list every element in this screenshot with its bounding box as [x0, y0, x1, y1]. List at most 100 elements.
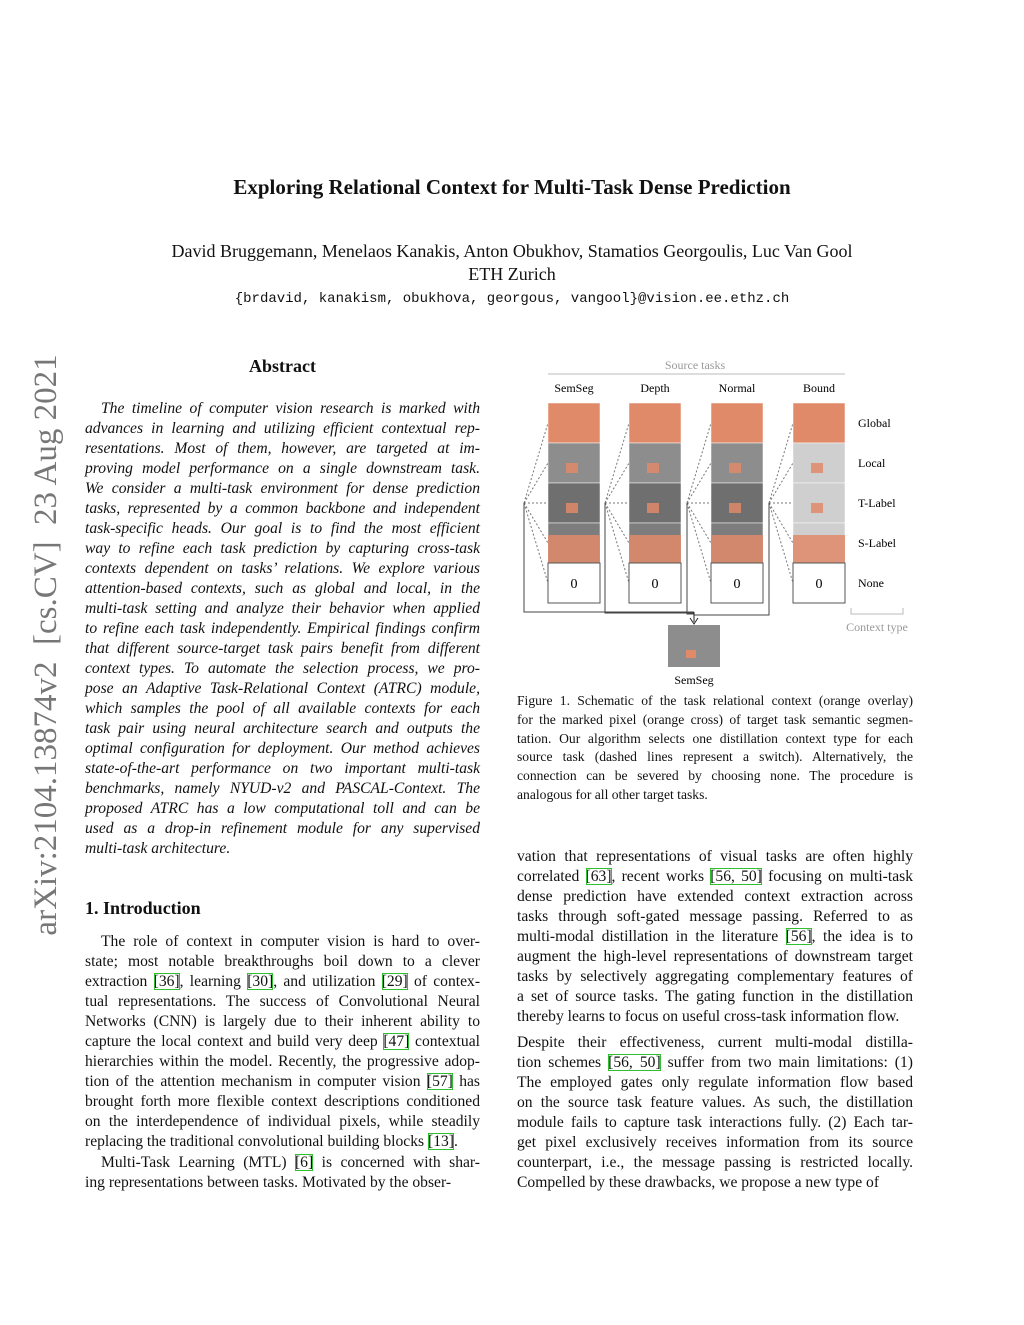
text-line: source task (dashed lines represent a sw…: [517, 749, 913, 765]
overlay: [647, 503, 659, 513]
text-line: ing representations between tasks. Motiv…: [85, 1174, 452, 1191]
connector: [694, 503, 770, 616]
overlay: [686, 650, 696, 658]
arxiv-note: arXiv:2104.13874v2 [cs.CV] 23 Aug 2021: [28, 354, 64, 935]
overlay: [729, 463, 741, 473]
switch: [604, 502, 630, 584]
text-line: tasks through soft-gated message passing…: [517, 908, 913, 925]
thumbnail: [710, 402, 764, 444]
switch: [686, 502, 712, 544]
text-line: way to refine each task prediction by ca…: [85, 540, 480, 557]
connector: [686, 503, 694, 615]
text-line: tation. Our algorithm selects one distil…: [517, 730, 913, 746]
text-line: Compelled by these drawbacks, we propose…: [517, 1174, 880, 1191]
none-value: 0: [734, 577, 741, 592]
switch: [686, 462, 712, 504]
text-line: task pair using neural architecture sear…: [85, 720, 480, 737]
citation[interactable]: [56]: [785, 928, 812, 945]
text-line: a set of source tasks. The gating functi…: [517, 988, 913, 1005]
text-line: extraction [36], learning [30], and util…: [85, 973, 481, 990]
switch: [523, 502, 549, 584]
column-label: Bound: [803, 381, 835, 395]
none-value: 0: [571, 577, 578, 592]
citation[interactable]: [29]: [381, 973, 408, 990]
target-thumbnail: [668, 625, 720, 667]
paper-title: Exploring Relational Context for Multi-T…: [233, 175, 791, 199]
row-label: Global: [858, 416, 891, 430]
switch: [686, 502, 712, 584]
switch: [768, 502, 794, 584]
row-label: Local: [858, 456, 886, 470]
text-line: tion of the attention mechanism in compu…: [85, 1073, 481, 1090]
text-line: augment the high-level representations o…: [517, 948, 913, 965]
text-line: resentations. Most of them, however, are…: [85, 440, 480, 457]
text-line: contexts dependent on tasks’ relations. …: [85, 560, 480, 577]
text-line: The timeline of computer vision research…: [101, 400, 480, 417]
citation[interactable]: [56, 50]: [608, 1054, 661, 1071]
citation[interactable]: [56, 50]: [710, 868, 762, 885]
text-line: replacing the traditional convolutional …: [85, 1133, 458, 1150]
switch: [604, 502, 630, 544]
text-line: correlated [63], recent works [56, 50] f…: [517, 868, 913, 885]
text-line: state-of-the-art performance on two impo…: [85, 760, 480, 777]
overlay: [548, 535, 600, 563]
switch: [768, 502, 794, 544]
switch: [523, 462, 549, 504]
switch: [686, 422, 712, 504]
text-line: on the source task feature values. As su…: [517, 1094, 913, 1111]
text-line: task-specific heads. Our goal is to find…: [85, 520, 480, 537]
figure-label: Source tasks: [665, 358, 726, 372]
target-label: SemSeg: [674, 673, 713, 687]
text-line: to refine each task independently. Empir…: [85, 620, 480, 637]
overlay: [729, 503, 741, 513]
overlay: [566, 463, 578, 473]
row-label: None: [858, 576, 884, 590]
citation[interactable]: [30]: [247, 973, 274, 990]
switch: [604, 422, 630, 504]
text-line: thereby learns to focus on useful cross-…: [517, 1008, 900, 1025]
text-line: proving model performance on a single do…: [85, 460, 480, 477]
switch: [523, 502, 549, 544]
citation[interactable]: [36]: [153, 973, 180, 990]
text-line: The employed gates only regulate informa…: [517, 1074, 913, 1091]
text-line: dense prediction have extended context e…: [517, 888, 913, 905]
text-line: We consider a multi-task environment for…: [85, 480, 480, 497]
text-line: module fails to capture task interaction…: [517, 1114, 913, 1131]
text-line: connection can be severed by choosing no…: [517, 768, 913, 784]
text-line: for the marked pixel (orange cross) of t…: [517, 711, 913, 727]
thumbnail: [547, 562, 601, 604]
row-label: S-Label: [858, 536, 897, 550]
citation[interactable]: [63]: [585, 868, 612, 885]
text-line: tasks by selectively aggregating complem…: [517, 968, 913, 985]
figure-label: Context type: [846, 620, 908, 634]
citation[interactable]: [47]: [383, 1033, 410, 1050]
text-line: capture the local context and build very…: [85, 1033, 480, 1050]
text-line: Figure 1. Schematic of the task relation…: [517, 693, 913, 708]
text-line: used as a drop-in refinement module for …: [85, 820, 480, 837]
text-line: multi-task architecture.: [85, 840, 231, 857]
text-line: that different source-target task pairs …: [85, 640, 480, 657]
text-line: tion schemes [56, 50] suffer from two ma…: [517, 1054, 913, 1071]
thumbnail: [628, 562, 682, 604]
thumbnail: [547, 402, 601, 444]
text-line: tual representations. The success of Con…: [85, 993, 480, 1010]
text-line: tasks, represented by a common backbone …: [85, 500, 480, 517]
overlay: [566, 503, 578, 513]
none-value: 0: [816, 577, 823, 592]
text-line: hierarchies within the model. Recently, …: [85, 1053, 480, 1070]
thumbnail: [628, 402, 682, 444]
thumbnail: [792, 562, 846, 604]
text-line: benchmarks, namely NYUD-v2 and PASCAL-Co…: [85, 780, 480, 797]
abstract-heading: Abstract: [249, 356, 316, 376]
citation[interactable]: [13]: [428, 1133, 454, 1150]
column-label: Depth: [640, 381, 669, 395]
text-line: counterpart, i.e., the message passing i…: [517, 1154, 913, 1171]
text-line: which samples the pool of all available …: [85, 700, 480, 717]
text-line: proposed ATRC has a low computational to…: [85, 800, 480, 817]
row-label: T-Label: [858, 496, 896, 510]
citation[interactable]: [6]: [294, 1154, 314, 1171]
citation[interactable]: [57]: [426, 1073, 453, 1090]
text-line: brought forth more flexible context desc…: [85, 1093, 480, 1110]
text-line: vation that representations of visual ta…: [517, 848, 913, 865]
